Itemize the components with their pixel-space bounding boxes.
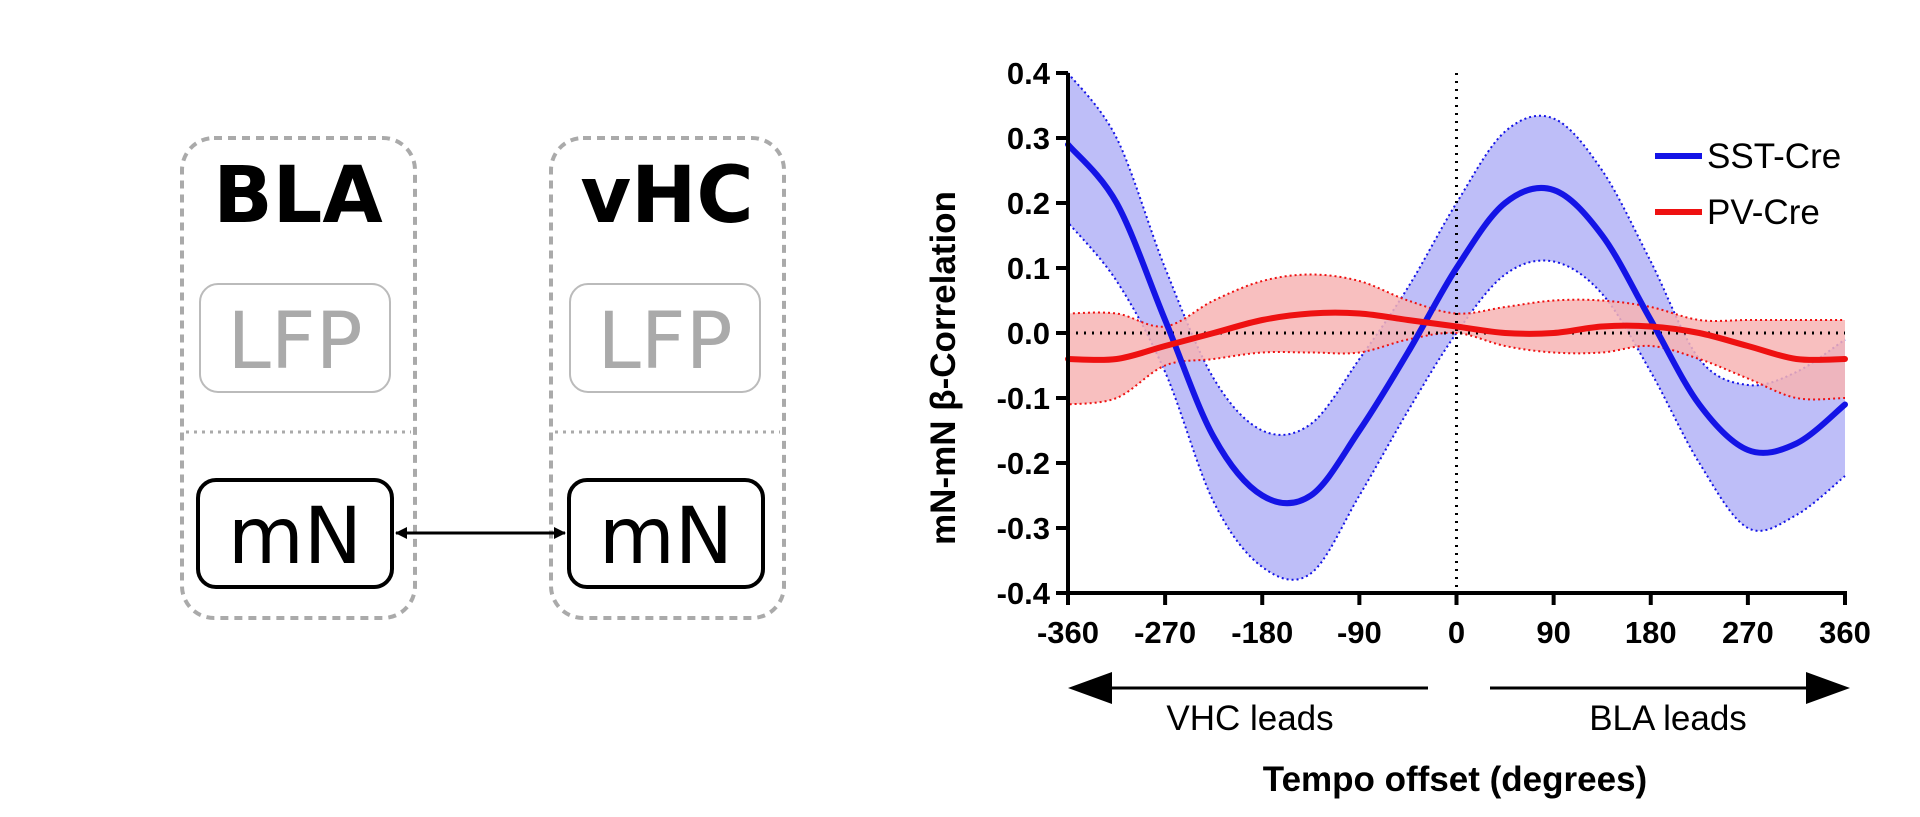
x-tick-label: 360 [1819,615,1871,650]
series-line-pv-cre [1065,309,1848,363]
x-tick-label: -90 [1337,615,1382,650]
x-tick-label: -270 [1134,615,1196,650]
vhc-leads-label: VHC leads [1166,699,1333,738]
x-tick-label: 90 [1536,615,1570,650]
region-vhc-lfp-box [569,283,761,393]
axes [1056,71,1847,605]
bla-leads-arrowhead [1806,672,1850,704]
legend-label-pv-cre: PV-Cre [1707,193,1820,232]
region-vhc-mn-label: mN [599,492,733,582]
region-diagram: BLA LFP mN vHC LFP mN [180,136,786,620]
region-vhc-outline [549,136,786,620]
x-tick-label: -360 [1037,615,1099,650]
y-tick-label: 0.0 [1007,316,1050,351]
y-tick-label: -0.1 [997,381,1050,416]
y-tick-label: 0.4 [1007,56,1051,91]
y-tick-label: 0.1 [1007,251,1050,286]
reference-lines [1068,73,1845,593]
region-bla-lfp-label: LFP [227,297,362,387]
y-tick-label: -0.2 [997,446,1050,481]
region-bla-mn-label: mN [228,492,362,582]
series-line-sst-cre [1065,141,1848,507]
band-lower-pv-cre [1067,331,1846,406]
band-lower-sst-cre [1067,221,1846,581]
y-tick-label: 0.3 [1007,121,1050,156]
y-tick-label: -0.4 [997,576,1051,611]
y-tick-label: 0.2 [1007,186,1050,221]
region-vhc-lfp-label: LFP [597,297,732,387]
vhc-leads-arrowhead [1068,672,1112,704]
region-vhc-title: vHC [580,151,753,241]
tick-labels: 0.40.30.20.10.0-0.1-0.2-0.3-0.4-360 -270-… [997,56,1871,650]
region-bla-title: BLA [213,151,383,241]
y-tick-label: -0.3 [997,511,1050,546]
legend-label-sst-cre: SST-Cre [1707,137,1841,176]
x-tick-label: 180 [1625,615,1677,650]
x-tick-label: 270 [1722,615,1774,650]
x-axis-title: Tempo offset (degrees) [1263,760,1647,799]
x-tick-label: 0 [1448,615,1465,650]
y-axis-title: mN-mN β-Correlation [924,191,963,545]
bla-leads-label: BLA leads [1589,699,1747,738]
region-vhc-mn-box [567,478,765,589]
series-lines [1065,141,1848,507]
region-bla-outline [180,136,417,620]
band-upper-sst-cre [1067,72,1846,436]
region-vhc: vHC LFP mN [549,136,786,620]
correlation-chart: 0.40.30.20.10.0-0.1-0.2-0.3-0.4-360 -270-… [924,56,1871,799]
region-bla-lfp-box [199,283,391,393]
region-bla: BLA LFP mN [180,136,417,620]
band-pv-cre [1068,274,1845,405]
legend: SST-Cre PV-Cre [1655,137,1841,232]
x-tick-label: -180 [1231,615,1293,650]
region-bla-mn-box [196,478,394,589]
